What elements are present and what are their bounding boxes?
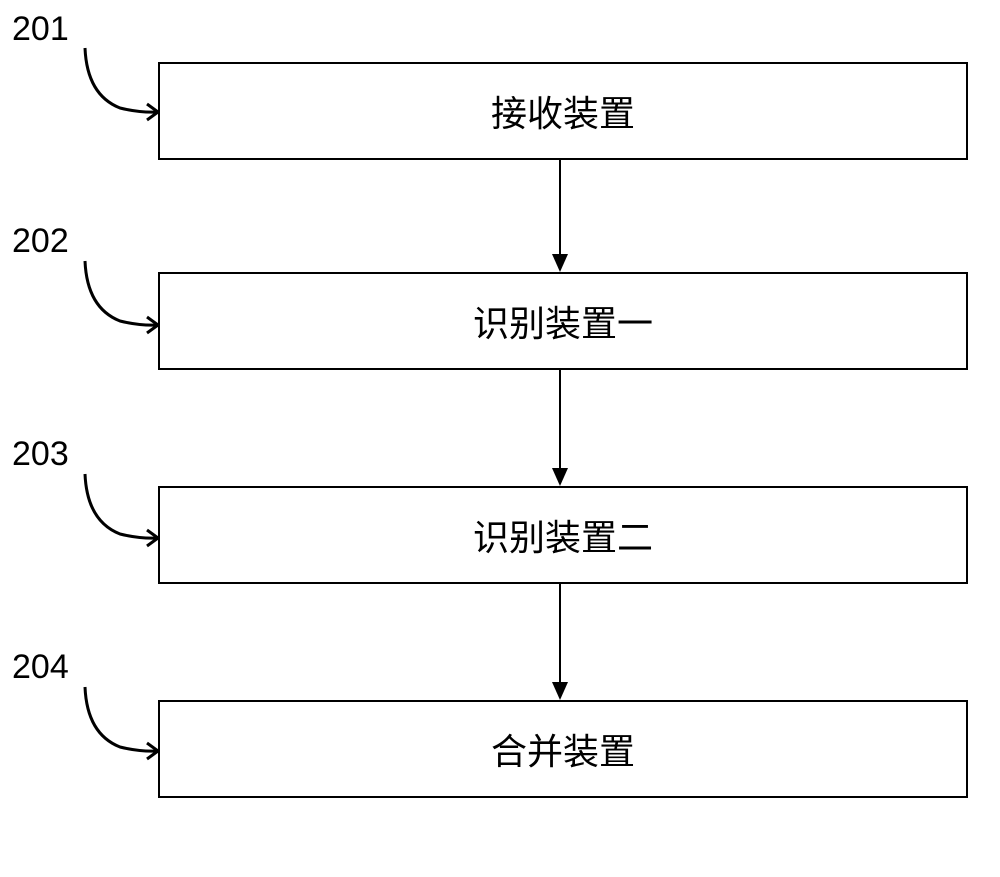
node-label: 合并装置 — [491, 723, 635, 775]
ref-label-201: 201 — [12, 10, 69, 49]
arrow-3-to-4 — [548, 584, 572, 700]
ref-label-203: 203 — [12, 435, 69, 474]
node-label: 识别装置二 — [473, 509, 653, 561]
node-receiving-device: 接收装置 — [158, 62, 968, 160]
connector-202 — [65, 253, 165, 343]
node-label: 识别装置一 — [473, 295, 653, 347]
arrow-1-to-2 — [548, 160, 572, 272]
node-recognition-device-2: 识别装置二 — [158, 486, 968, 584]
connector-203 — [65, 466, 165, 556]
arrow-2-to-3 — [548, 370, 572, 486]
connector-201 — [65, 40, 165, 130]
ref-label-204: 204 — [12, 648, 69, 687]
connector-204 — [65, 679, 165, 769]
ref-label-202: 202 — [12, 222, 69, 261]
node-label: 接收装置 — [491, 85, 635, 137]
flowchart-container: 201 202 203 204 接收装置 识别装置一 识别装置二 合并装 — [0, 0, 1000, 877]
ref-text: 204 — [12, 648, 69, 686]
ref-text: 203 — [12, 435, 69, 473]
ref-text: 202 — [12, 222, 69, 260]
node-merging-device: 合并装置 — [158, 700, 968, 798]
node-recognition-device-1: 识别装置一 — [158, 272, 968, 370]
ref-text: 201 — [12, 10, 69, 48]
